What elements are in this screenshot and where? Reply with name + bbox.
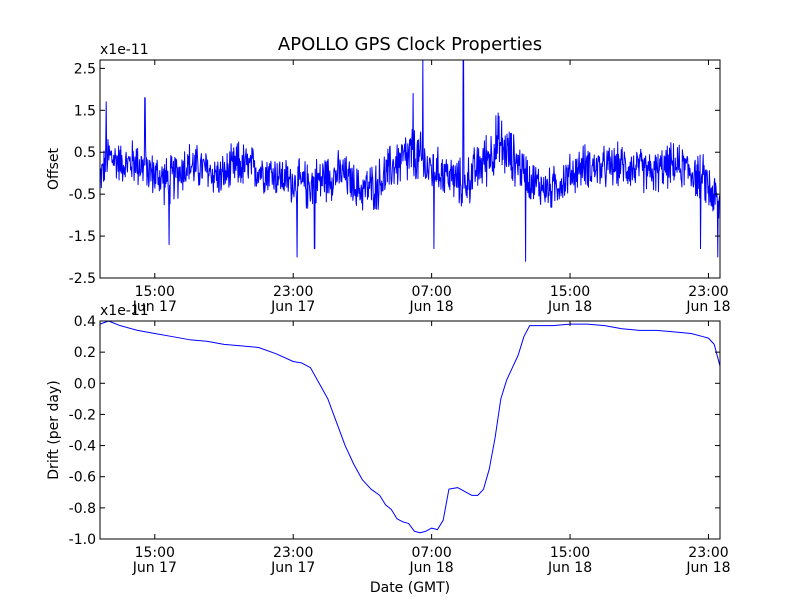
x-tick-label-date: Jun 18 bbox=[547, 560, 592, 576]
x-tick-label-time: 23:00 bbox=[273, 545, 313, 561]
y-tick-label: -0.4 bbox=[69, 439, 96, 455]
chart-title: APOLLO GPS Clock Properties bbox=[278, 34, 542, 55]
offset-axes-frame bbox=[99, 59, 721, 279]
y-tick-label: 1.5 bbox=[74, 103, 96, 119]
drift-series-line bbox=[99, 320, 721, 534]
x-tick-label-date: Jun 18 bbox=[685, 299, 730, 315]
x-tick-label-date: Jun 18 bbox=[409, 560, 454, 576]
x-tick-label-time: 15:00 bbox=[135, 545, 175, 561]
x-tick-label-date: Jun 17 bbox=[132, 299, 177, 315]
x-tick-label-date: Jun 17 bbox=[270, 299, 315, 315]
y-tick-label: -0.2 bbox=[69, 407, 96, 423]
y-tick-label: 0.0 bbox=[74, 376, 96, 392]
x-tick-label-time: 07:00 bbox=[411, 284, 451, 300]
y-tick-label: 2.5 bbox=[74, 61, 96, 77]
y-tick-label: 0.4 bbox=[74, 314, 96, 330]
y-tick-label: -0.6 bbox=[69, 470, 96, 486]
drift-y-axis-label: Drift (per day) bbox=[46, 380, 62, 479]
x-tick-label-date: Jun 18 bbox=[547, 299, 592, 315]
x-tick-label-time: 15:00 bbox=[550, 284, 590, 300]
y-tick-label: -1.0 bbox=[69, 532, 96, 548]
y-tick-label: -0.5 bbox=[69, 187, 96, 203]
offset-y-axis-label: Offset bbox=[46, 147, 62, 190]
offset-series-line bbox=[99, 59, 721, 262]
drift-multiplier-label: x1e-11 bbox=[100, 303, 149, 319]
offset-y-ticks: 2.5 1.5 0.5 -0.5 -1.5 -2.5 bbox=[69, 61, 720, 287]
x-tick-label-time: 15:00 bbox=[135, 284, 175, 300]
x-tick-label-time: 23:00 bbox=[273, 284, 313, 300]
drift-x-axis-label: Date (GMT) bbox=[370, 580, 450, 596]
x-tick-label-time: 23:00 bbox=[688, 284, 728, 300]
x-tick-label-time: 23:00 bbox=[688, 545, 728, 561]
x-tick-label-time: 07:00 bbox=[411, 545, 451, 561]
drift-y-ticks: 0.4 0.2 0.0 -0.2 -0.4 -0.6 -0.8 -1.0 bbox=[69, 314, 720, 548]
x-tick-label-date: Jun 18 bbox=[409, 299, 454, 315]
y-tick-label: -2.5 bbox=[69, 271, 96, 287]
x-tick-label-date: Jun 17 bbox=[132, 560, 177, 576]
drift-axes-frame bbox=[99, 320, 721, 540]
drift-plot-area bbox=[99, 320, 721, 534]
y-tick-label: 0.2 bbox=[74, 345, 96, 361]
offset-multiplier-label: x1e-11 bbox=[100, 42, 149, 58]
offset-plot-area bbox=[99, 59, 721, 262]
x-tick-label-time: 15:00 bbox=[550, 545, 590, 561]
x-tick-label-date: Jun 18 bbox=[685, 560, 730, 576]
y-tick-label: -0.8 bbox=[69, 501, 96, 517]
x-tick-label-date: Jun 17 bbox=[270, 560, 315, 576]
y-tick-label: -1.5 bbox=[69, 229, 96, 245]
y-tick-label: 0.5 bbox=[74, 145, 96, 161]
